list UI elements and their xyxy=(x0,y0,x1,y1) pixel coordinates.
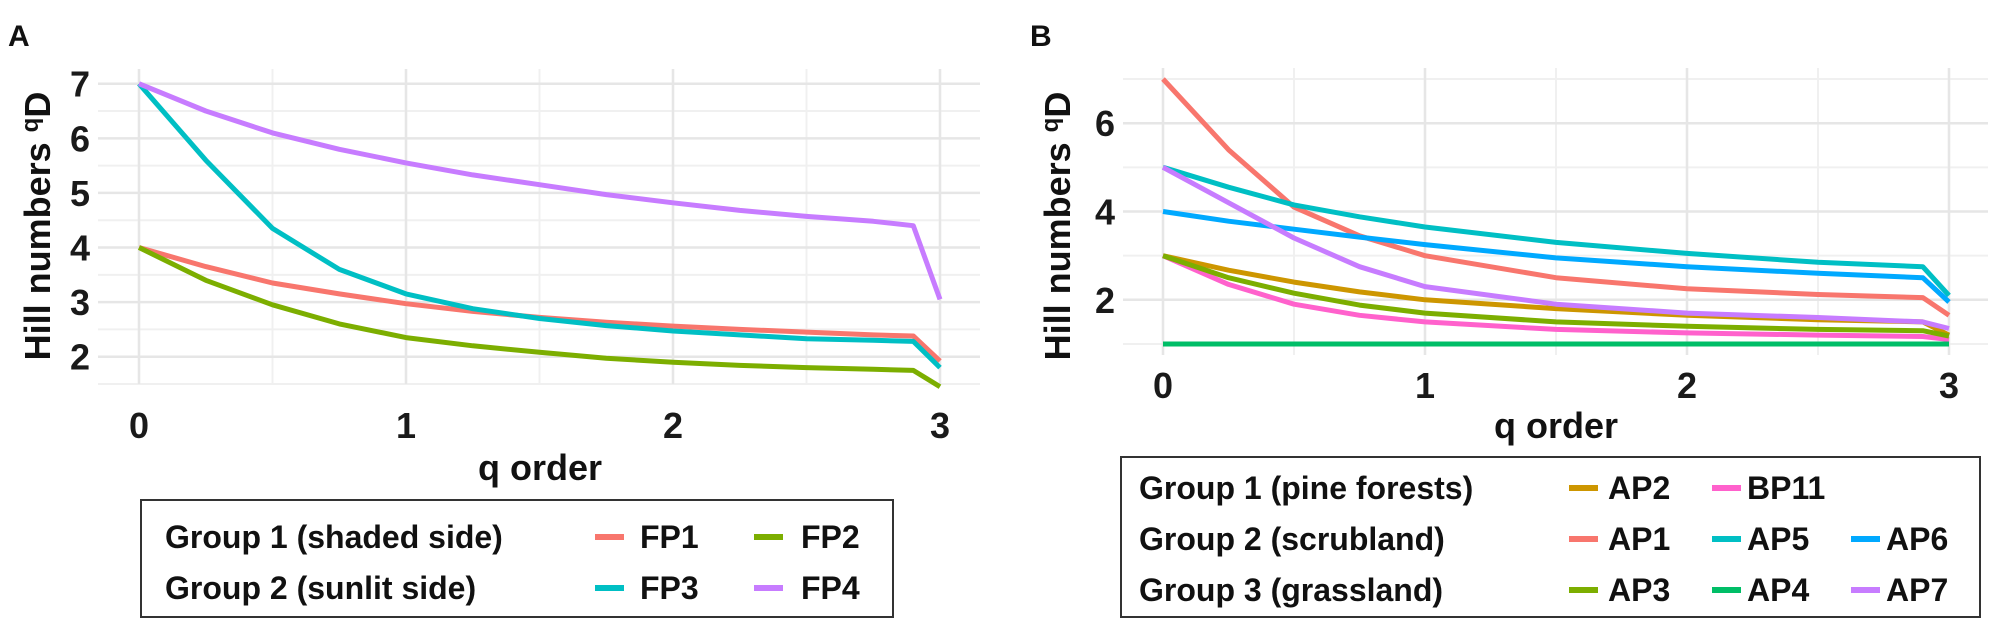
x-axis-title: q order xyxy=(478,447,602,488)
y-tick-label: 2 xyxy=(70,337,90,378)
legend-label-FP1: FP1 xyxy=(640,519,699,555)
y-tick-label: 6 xyxy=(70,118,90,159)
y-axis-title-sup: q xyxy=(1037,118,1064,133)
series-line-AP5 xyxy=(1162,164,1951,298)
x-tick-label: 0 xyxy=(1153,365,1173,406)
legend-label-FP2: FP2 xyxy=(801,519,860,555)
legend-group-label: Group 1 (pine forests) xyxy=(1139,470,1473,506)
legend-group-label: Group 2 (scrubland) xyxy=(1139,521,1445,557)
y-axis-title-end: D xyxy=(17,92,58,118)
legend-label-AP7: AP7 xyxy=(1886,572,1948,608)
series-line-AP7 xyxy=(1161,165,1950,331)
x-tick-label: 0 xyxy=(129,405,149,446)
legend-label-FP4: FP4 xyxy=(801,570,860,606)
y-axis-title: Hill numbers qD xyxy=(17,92,58,361)
y-tick-label: 2 xyxy=(1095,280,1115,321)
legend-group-label: Group 1 (shaded side) xyxy=(165,519,503,555)
x-axis-title: q order xyxy=(1494,405,1618,446)
y-tick-label: 3 xyxy=(70,282,90,323)
legend-box xyxy=(140,499,894,618)
series-line-FP3 xyxy=(137,82,942,370)
panel-B: B 2 4 6 0 1 2 3 q order Hill numbers qD Group 1 (p… xyxy=(1030,20,1988,618)
x-tick-label: 2 xyxy=(1677,365,1697,406)
legend-label-AP6: AP6 xyxy=(1886,521,1948,557)
legend-label-AP2: AP2 xyxy=(1608,470,1670,506)
legend-label-BP11: BP11 xyxy=(1747,470,1825,506)
y-axis-title-end: D xyxy=(1037,92,1078,118)
x-tick-label: 1 xyxy=(396,405,416,446)
series-line-BP11 xyxy=(1161,253,1950,342)
series-line-FP2 xyxy=(137,245,942,389)
panel-A: A 2 3 4 5 6 7 0 1 2 3 q order Hill numbers qD Group 1… xyxy=(8,20,980,618)
panel-label: B xyxy=(1030,20,1052,53)
y-tick-label: 7 xyxy=(70,64,90,105)
y-tick-label: 6 xyxy=(1095,103,1115,144)
y-axis-title-main: Hill numbers xyxy=(1037,132,1078,360)
legend-label-AP3: AP3 xyxy=(1608,572,1670,608)
x-tick-label: 3 xyxy=(1939,365,1959,406)
legend-box xyxy=(1120,456,1981,618)
y-axis-title: Hill numbers qD xyxy=(1037,92,1078,361)
series-line-AP6 xyxy=(1162,209,1951,304)
y-axis-title-sup: q xyxy=(17,118,44,133)
series-line-AP3 xyxy=(1162,253,1950,339)
legend-label-FP3: FP3 xyxy=(640,570,699,606)
legend-group-label: Group 3 (grassland) xyxy=(1139,572,1443,608)
legend-label-AP5: AP5 xyxy=(1747,521,1809,557)
legend: Group 1 (shaded side) Group 2 (sunlit sid… xyxy=(140,499,894,618)
legend-label-AP4: AP4 xyxy=(1747,572,1809,608)
y-tick-label: 4 xyxy=(70,228,90,269)
x-tick-label: 2 xyxy=(663,405,683,446)
x-tick-label: 1 xyxy=(1415,365,1435,406)
series-line-AP1 xyxy=(1161,77,1951,318)
y-tick-label: 5 xyxy=(70,173,90,214)
panel-label: A xyxy=(8,20,30,53)
y-axis-title-main: Hill numbers xyxy=(17,132,58,360)
legend-group-label: Group 2 (sunlit side) xyxy=(165,570,476,606)
series-line-FP4 xyxy=(138,81,943,301)
legend-label-AP1: AP1 xyxy=(1608,521,1670,557)
x-tick-label: 3 xyxy=(930,405,950,446)
legend: Group 1 (pine forests) Group 2 (scrubland… xyxy=(1120,456,1981,618)
y-tick-label: 4 xyxy=(1095,192,1115,233)
